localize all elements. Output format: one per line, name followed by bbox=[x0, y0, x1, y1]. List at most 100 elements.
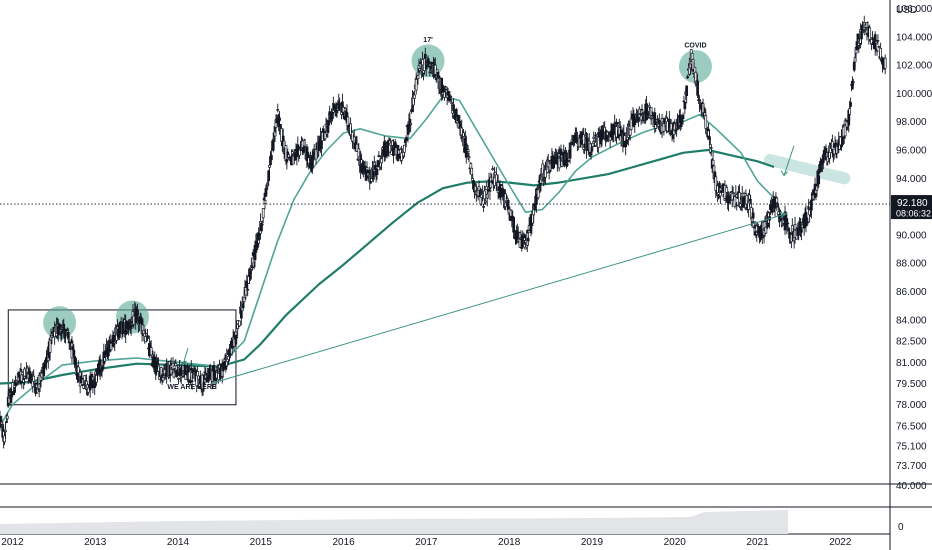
candle-body bbox=[488, 190, 492, 192]
y-tick-label: 86.000 bbox=[896, 287, 927, 298]
candle-body bbox=[428, 71, 432, 74]
projection-band bbox=[763, 153, 851, 185]
candle-body bbox=[486, 188, 490, 191]
trend-line-arrowhead bbox=[779, 212, 788, 219]
candle-body bbox=[731, 192, 735, 194]
candle-body bbox=[176, 370, 179, 376]
candle-body bbox=[80, 377, 84, 380]
x-tick-label: 2013 bbox=[84, 537, 107, 548]
candle-body bbox=[241, 303, 245, 309]
trend-line bbox=[210, 213, 787, 385]
y-tick-label: 100.000 bbox=[896, 89, 932, 100]
candle-body bbox=[285, 159, 289, 163]
candle-body bbox=[860, 30, 863, 40]
candle-body bbox=[491, 168, 495, 171]
candle-body bbox=[638, 113, 642, 115]
candle-body bbox=[373, 164, 377, 170]
candle-body bbox=[4, 429, 7, 432]
candle-body bbox=[323, 132, 327, 140]
candle-body bbox=[629, 118, 633, 130]
candle-body bbox=[234, 331, 238, 336]
last-price-value: 92.180 bbox=[897, 198, 928, 209]
candle-body bbox=[74, 357, 77, 366]
x-tick-label: 2018 bbox=[498, 537, 521, 548]
candle-body bbox=[263, 200, 267, 204]
candle-body bbox=[427, 60, 431, 65]
candle-body bbox=[452, 104, 455, 112]
candle-body bbox=[810, 199, 813, 211]
candle-body bbox=[290, 151, 294, 155]
candle-body bbox=[423, 53, 427, 59]
y-tick-label: 88.000 bbox=[896, 259, 927, 270]
candle-body bbox=[775, 197, 779, 204]
x-tick-label: 2019 bbox=[581, 537, 604, 548]
candle-body bbox=[590, 149, 594, 152]
candle-body bbox=[685, 85, 689, 96]
candle-body bbox=[786, 222, 790, 225]
candle-body bbox=[413, 94, 416, 99]
candle-body bbox=[190, 380, 194, 382]
candle-body bbox=[173, 365, 177, 369]
candle-body bbox=[280, 128, 283, 142]
candle-body bbox=[450, 101, 454, 104]
candle-body bbox=[647, 105, 651, 108]
candle-body bbox=[157, 364, 160, 367]
candle-body bbox=[566, 163, 569, 166]
candle-body bbox=[267, 170, 271, 182]
candle-body bbox=[573, 140, 577, 144]
candle-body bbox=[647, 116, 650, 119]
candle-body bbox=[414, 78, 418, 91]
x-tick-label: 2016 bbox=[332, 537, 355, 548]
candle-body bbox=[641, 120, 645, 123]
candle-body bbox=[467, 156, 471, 159]
y-tick-label: 90.000 bbox=[896, 230, 927, 241]
candle-body bbox=[875, 50, 879, 53]
highlight-circles bbox=[43, 44, 712, 340]
pointer-arrow bbox=[182, 347, 189, 366]
candle-body bbox=[524, 246, 527, 250]
candle-body bbox=[683, 102, 687, 110]
candle-body bbox=[174, 363, 178, 367]
candle-body bbox=[477, 186, 481, 191]
y-tick-label: 84.000 bbox=[896, 315, 927, 326]
candle-body bbox=[79, 375, 83, 384]
candle-body bbox=[466, 149, 470, 152]
candle-body bbox=[245, 280, 249, 288]
candle-body bbox=[62, 323, 66, 331]
candle-body bbox=[270, 154, 273, 161]
candle-body bbox=[321, 128, 325, 133]
candle-body bbox=[402, 144, 406, 153]
candle-body bbox=[35, 392, 38, 394]
candle-body bbox=[484, 186, 488, 190]
candle-body bbox=[242, 296, 246, 303]
y-tick-label: 102.000 bbox=[896, 61, 932, 72]
candle-body bbox=[238, 320, 241, 327]
candle-body bbox=[723, 185, 727, 201]
candle-body bbox=[149, 347, 153, 356]
y-tick-label: 76.500 bbox=[896, 421, 927, 432]
candle-body bbox=[667, 130, 670, 133]
candle-body bbox=[196, 371, 199, 377]
lower-pane-tick: 0 bbox=[898, 522, 904, 533]
candle-body bbox=[616, 121, 619, 125]
candle-body bbox=[66, 332, 70, 338]
candle-body bbox=[512, 216, 515, 233]
candle-body bbox=[380, 158, 383, 164]
candle-body bbox=[751, 212, 755, 219]
candle-body bbox=[877, 46, 881, 48]
candle-body bbox=[879, 47, 882, 60]
candle-body bbox=[704, 115, 708, 129]
x-tick-label: 2020 bbox=[664, 537, 687, 548]
candle-body bbox=[376, 160, 380, 168]
candle-body bbox=[129, 324, 133, 329]
candle-body bbox=[817, 175, 821, 185]
candle-body bbox=[355, 143, 359, 152]
candle-body bbox=[385, 152, 389, 157]
candle-body bbox=[818, 164, 821, 173]
candle-body bbox=[682, 100, 686, 103]
candle-body bbox=[250, 266, 254, 268]
candle-body bbox=[711, 159, 715, 166]
candle-body bbox=[757, 226, 760, 229]
x-tick-label: 2022 bbox=[829, 537, 852, 548]
